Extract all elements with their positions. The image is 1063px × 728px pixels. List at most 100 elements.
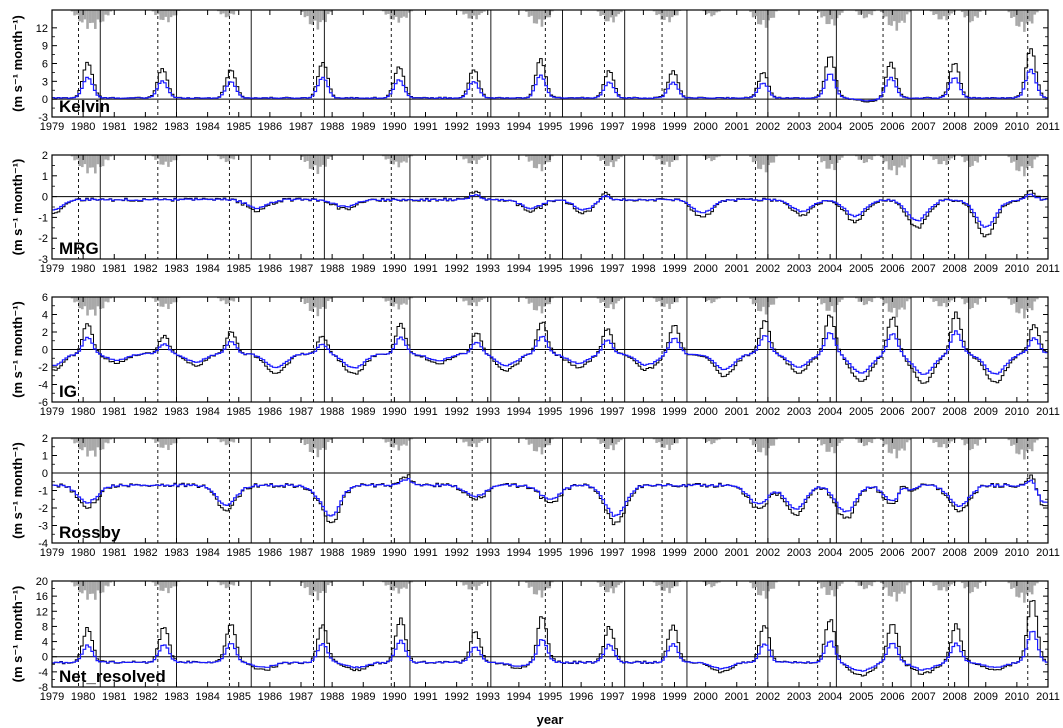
gray-bar bbox=[306, 155, 309, 161]
x-tick-label: 1981 bbox=[102, 263, 126, 275]
gray-bar bbox=[329, 297, 333, 300]
x-tick-label: 2002 bbox=[756, 263, 780, 275]
gray-bar bbox=[712, 155, 716, 160]
gray-bar bbox=[885, 155, 888, 162]
gray-bar bbox=[898, 155, 901, 168]
gray-bar bbox=[462, 297, 465, 302]
panel-title: Kelvin bbox=[59, 97, 110, 116]
gray-bar bbox=[885, 10, 888, 17]
x-tick-label: 1998 bbox=[631, 406, 655, 418]
gray-bar bbox=[710, 10, 713, 17]
gray-bar bbox=[530, 438, 533, 444]
gray-bar bbox=[483, 10, 486, 12]
gray-bar bbox=[301, 10, 304, 12]
gray-bar bbox=[929, 438, 933, 440]
gray-bar bbox=[749, 10, 752, 13]
gray-bar bbox=[892, 155, 896, 166]
gray-bar bbox=[867, 10, 871, 15]
y-tick-label: 16 bbox=[36, 591, 48, 603]
gray-bar bbox=[1012, 155, 1016, 162]
x-tick-label: 1989 bbox=[351, 547, 375, 559]
gray-bar bbox=[525, 297, 528, 299]
y-axis-label: (m s⁻¹ month⁻¹) bbox=[10, 15, 25, 112]
gray-bar bbox=[833, 581, 836, 597]
gray-bar bbox=[384, 297, 388, 302]
gray-bar bbox=[979, 438, 982, 440]
gray-bar bbox=[705, 10, 708, 15]
gray-bar bbox=[106, 10, 110, 16]
gray-bar bbox=[620, 297, 623, 300]
x-tick-label: 2004 bbox=[818, 691, 842, 703]
gray-bar bbox=[663, 297, 666, 307]
gray-bar bbox=[867, 155, 871, 160]
gray-bar bbox=[976, 297, 980, 305]
x-tick-label: 2006 bbox=[880, 547, 904, 559]
gray-bar bbox=[769, 155, 773, 163]
gray-bar bbox=[83, 581, 87, 591]
y-tick-label: 6 bbox=[42, 59, 48, 71]
gray-bar bbox=[676, 297, 679, 303]
gray-bar bbox=[820, 10, 823, 18]
gray-bar bbox=[308, 297, 312, 311]
gray-bar bbox=[934, 297, 938, 302]
x-tick-label: 1987 bbox=[289, 263, 313, 275]
gray-bar bbox=[1007, 10, 1011, 13]
gray-bar bbox=[756, 155, 760, 169]
gray-bar bbox=[525, 10, 528, 12]
gray-bar bbox=[968, 438, 972, 451]
gray-bar bbox=[670, 297, 674, 304]
gray-bar bbox=[94, 10, 97, 29]
gray-bar bbox=[159, 10, 162, 20]
panel-ig: -6 -4 -2 0 2 4 6 1979 1980 1981 1982 1983 1984 1985 19… bbox=[10, 292, 1060, 418]
x-tick-label: 1999 bbox=[662, 547, 686, 559]
gray-bar bbox=[833, 155, 836, 171]
x-tick-label: 2007 bbox=[911, 691, 935, 703]
gray-bar bbox=[1023, 438, 1026, 460]
gray-bar bbox=[321, 155, 325, 165]
gray-bar bbox=[527, 10, 531, 17]
gray-bar bbox=[676, 438, 679, 444]
gray-bar bbox=[670, 155, 674, 162]
gray-bar bbox=[828, 581, 831, 595]
gray-bar bbox=[862, 155, 866, 164]
gray-bar bbox=[676, 155, 679, 161]
gray-bar bbox=[775, 438, 778, 440]
gray-bar bbox=[308, 581, 312, 596]
gray-bar bbox=[480, 10, 484, 14]
gray-bar bbox=[402, 297, 406, 304]
gray-bar bbox=[472, 155, 476, 161]
gray-bar bbox=[945, 581, 948, 592]
gray-bar bbox=[164, 581, 168, 588]
gray-bar bbox=[751, 438, 755, 446]
gray-bar bbox=[873, 10, 876, 12]
gray-bar bbox=[614, 581, 618, 588]
gray-bar bbox=[950, 155, 954, 159]
gray-bar bbox=[311, 581, 314, 596]
gray-bar bbox=[1028, 155, 1031, 167]
gray-bar bbox=[462, 10, 465, 15]
x-tick-label: 1998 bbox=[631, 121, 655, 133]
x-tick-label: 1990 bbox=[382, 406, 406, 418]
panel-kelvin: -3 0 3 6 9 12 1979 1980 1981 1982 1983 1984 1985 1986… bbox=[10, 9, 1060, 133]
gray-bar bbox=[963, 10, 967, 18]
gray-bar bbox=[903, 297, 906, 310]
gray-bar bbox=[596, 155, 600, 157]
gray-bar bbox=[88, 155, 92, 168]
gray-bar bbox=[159, 155, 162, 165]
gray-bar bbox=[817, 10, 821, 13]
gray-bar bbox=[900, 10, 904, 21]
gray-bar bbox=[329, 155, 333, 158]
gray-bar bbox=[599, 581, 602, 587]
gray-bar bbox=[903, 10, 906, 23]
gray-bar bbox=[707, 438, 711, 442]
gray-bar bbox=[1020, 10, 1024, 22]
gray-bar bbox=[942, 155, 946, 162]
gray-bar bbox=[164, 297, 168, 304]
x-tick-label: 2011 bbox=[1036, 691, 1060, 703]
gray-bar bbox=[882, 438, 886, 446]
gray-bar bbox=[78, 438, 82, 450]
gray-bar bbox=[483, 581, 486, 583]
gray-bar bbox=[749, 438, 752, 440]
x-tick-label: 1995 bbox=[538, 547, 562, 559]
x-tick-label: 2003 bbox=[787, 263, 811, 275]
